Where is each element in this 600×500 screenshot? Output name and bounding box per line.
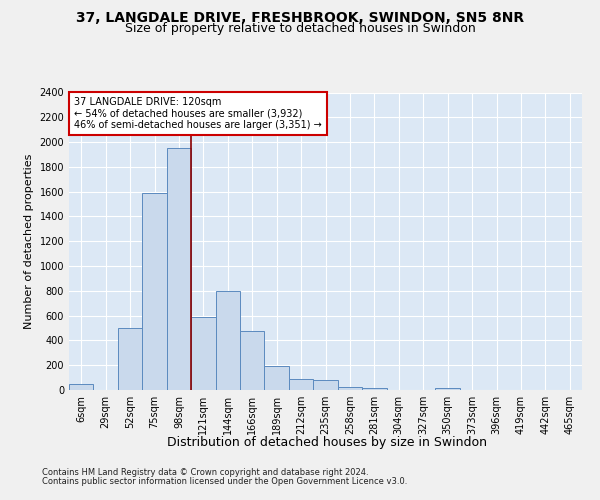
Text: Contains HM Land Registry data © Crown copyright and database right 2024.: Contains HM Land Registry data © Crown c… (42, 468, 368, 477)
Bar (362, 388, 386, 390)
Bar (436, 388, 460, 390)
Bar (289, 379, 313, 390)
Bar (142, 193, 167, 390)
Bar (240, 330, 265, 390)
Text: 37, LANGDALE DRIVE, FRESHBROOK, SWINDON, SN5 8NR: 37, LANGDALE DRIVE, FRESHBROOK, SWINDON,… (76, 10, 524, 24)
Bar (167, 148, 191, 390)
Bar (265, 366, 289, 390)
Bar (313, 380, 338, 390)
Text: Contains public sector information licensed under the Open Government Licence v3: Contains public sector information licen… (42, 476, 407, 486)
Text: Distribution of detached houses by size in Swindon: Distribution of detached houses by size … (167, 436, 487, 449)
Bar (338, 387, 362, 390)
Text: 37 LANGDALE DRIVE: 120sqm
← 54% of detached houses are smaller (3,932)
46% of se: 37 LANGDALE DRIVE: 120sqm ← 54% of detac… (74, 97, 322, 130)
Y-axis label: Number of detached properties: Number of detached properties (24, 154, 34, 329)
Bar (191, 317, 215, 390)
Bar (118, 328, 142, 390)
Text: Size of property relative to detached houses in Swindon: Size of property relative to detached ho… (125, 22, 475, 35)
Bar (215, 291, 240, 390)
Bar (69, 384, 94, 390)
